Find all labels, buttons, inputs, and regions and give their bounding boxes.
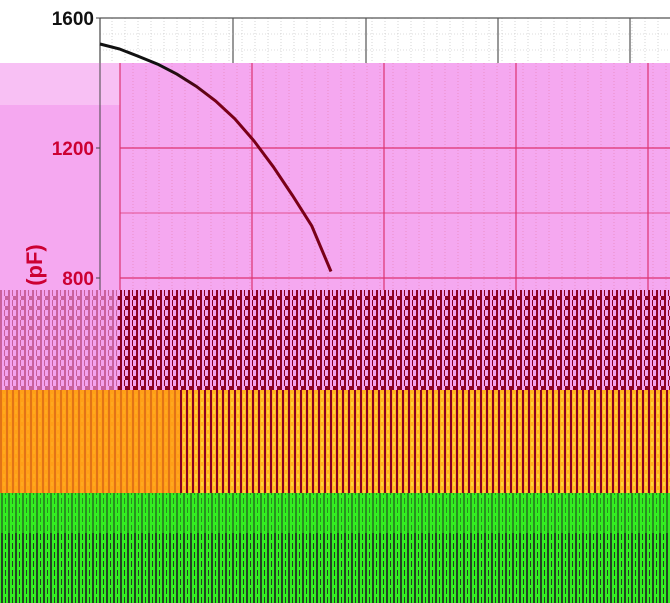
y-tick-label-800: 800: [62, 269, 94, 290]
y-tick-label-1600: 1600: [52, 9, 94, 30]
glitch-zone-green: [0, 493, 670, 603]
glitch-zone-orange-left: [0, 390, 180, 493]
top-grid: [99, 17, 670, 63]
y-tick-labels: 1600 1200 800: [52, 9, 100, 290]
y-tick-label-1200: 1200: [52, 139, 94, 160]
plot-area-top: [100, 18, 670, 63]
glitch-zone-green-top: [0, 493, 670, 533]
pink-grid: [119, 63, 670, 290]
pink-band-corner: [0, 63, 120, 105]
glitch-zone-pink-left: [0, 290, 118, 390]
y-axis-label: (pF): [22, 244, 47, 286]
capacitance-curve: [99, 42, 333, 273]
